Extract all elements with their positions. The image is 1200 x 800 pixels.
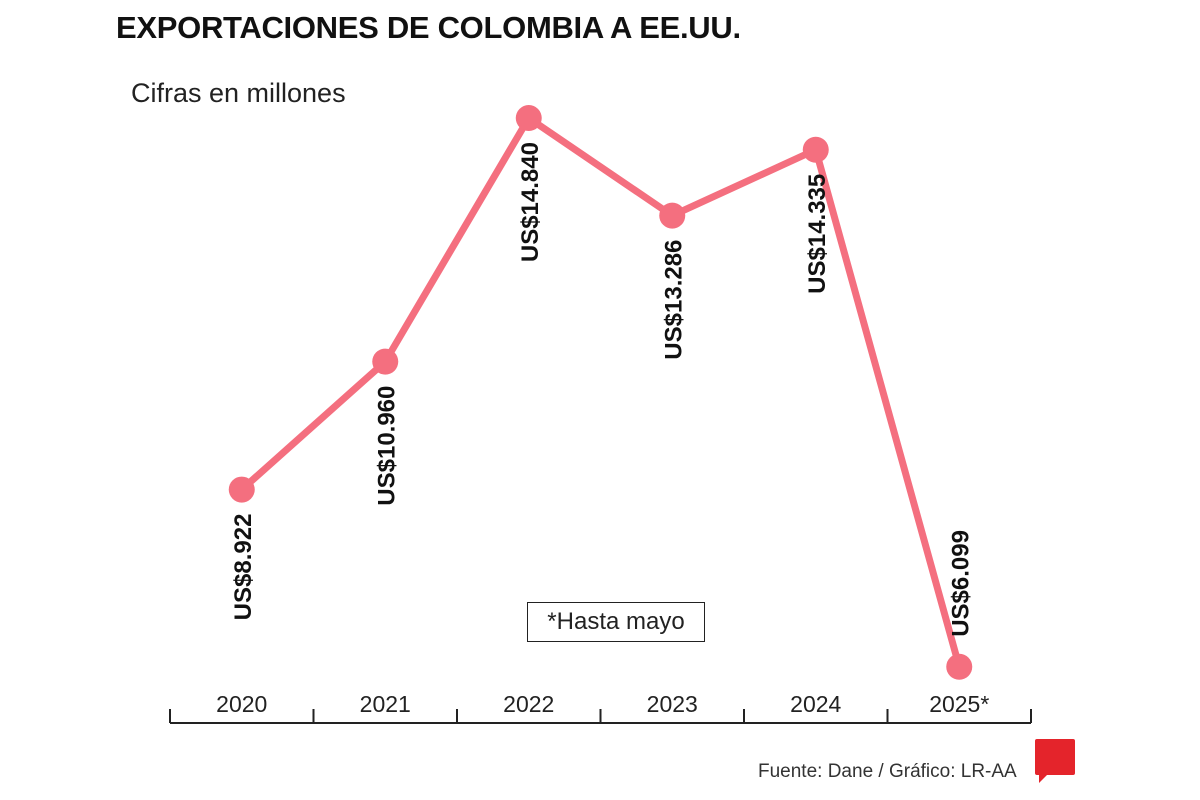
- data-label: US$14.335: [804, 174, 831, 294]
- data-point: [946, 653, 973, 680]
- source-text: Fuente: Dane / Gráfico: LR-AA: [758, 761, 1017, 782]
- data-point: [515, 105, 542, 132]
- chart-title: EXPORTACIONES DE COLOMBIA A EE.UU.: [116, 10, 741, 45]
- chart-subtitle: Cifras en millones: [131, 78, 346, 108]
- x-tick-label: 2024: [790, 691, 841, 717]
- lr-logo: [1035, 739, 1075, 783]
- data-point: [659, 202, 686, 229]
- note-box: *Hasta mayo: [527, 602, 705, 642]
- data-point: [802, 136, 829, 163]
- series-line: [239, 114, 963, 668]
- data-label: US$6.099: [947, 530, 974, 637]
- data-point: [372, 348, 399, 375]
- x-tick-label: 2022: [503, 691, 554, 717]
- data-point: [228, 476, 255, 503]
- data-label: US$13.286: [660, 240, 687, 360]
- x-tick-label: 2023: [647, 691, 698, 717]
- data-label: US$8.922: [230, 514, 257, 621]
- x-tick-label: 2020: [216, 691, 267, 717]
- x-tick-label: 2025*: [929, 691, 989, 717]
- data-label: US$10.960: [373, 386, 400, 506]
- data-label: US$14.840: [517, 142, 544, 262]
- x-tick-label: 2021: [360, 691, 411, 717]
